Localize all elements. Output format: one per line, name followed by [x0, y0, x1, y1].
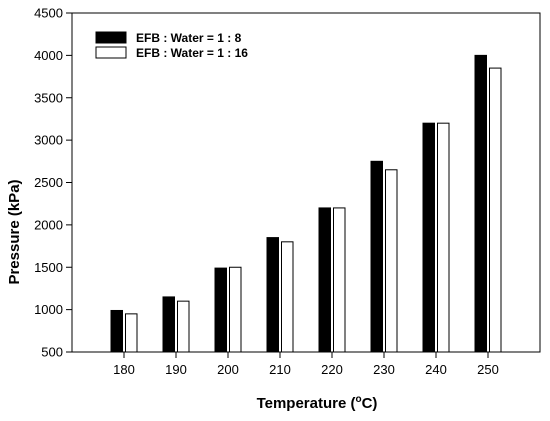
legend-swatch-ratio-1-8	[95, 31, 127, 44]
y-axis-title: Pressure (kPa)	[6, 179, 23, 284]
y-tick-label: 3500	[34, 90, 63, 105]
bar-series-1-240	[422, 122, 435, 353]
x-tick-label: 240	[425, 362, 447, 377]
x-tick-label: 180	[113, 362, 135, 377]
bar-series-2-200	[229, 266, 242, 353]
x-axis-title: Temperature (oC)	[257, 394, 378, 412]
bars-layer	[110, 54, 502, 353]
y-tick-label: 2500	[34, 175, 63, 190]
bar-series-2-210	[281, 241, 294, 353]
bar-series-1-210	[266, 237, 279, 353]
y-tick-label: 500	[41, 345, 63, 360]
x-tick-label: 230	[373, 362, 395, 377]
legend: EFB : Water = 1 : 8 EFB : Water = 1 : 16	[95, 31, 248, 60]
bar-series-2-240	[437, 122, 450, 353]
x-tick-label: 250	[477, 362, 499, 377]
legend-label-ratio-1-8: EFB : Water = 1 : 8	[136, 31, 242, 45]
bar-series-1-190	[162, 296, 175, 353]
y-tick-label: 3000	[34, 133, 63, 148]
y-tick-label: 2000	[34, 217, 63, 232]
y-tick-label: 1000	[34, 302, 63, 317]
x-axis-title-degree: o	[355, 394, 361, 405]
bar-series-2-250	[489, 67, 502, 353]
bar-series-1-180	[110, 309, 123, 353]
bar-series-2-220	[333, 207, 346, 353]
x-tick-label: 200	[217, 362, 239, 377]
bar-series-1-200	[214, 267, 227, 353]
x-axis-title-unit: C)	[362, 395, 378, 412]
bar-series-1-230	[370, 160, 383, 353]
x-axis-title-main: Temperature (	[257, 395, 356, 412]
bar-series-1-250	[474, 54, 487, 353]
x-tick-label: 210	[269, 362, 291, 377]
legend-swatch-ratio-1-16	[95, 46, 127, 59]
x-tick-label: 190	[165, 362, 187, 377]
plot-frame	[71, 12, 541, 353]
y-axis: 500 1000 1500 2000 2500 3000 3500 4000 4500	[34, 6, 72, 360]
legend-label-ratio-1-16: EFB : Water = 1 : 16	[136, 46, 248, 60]
y-tick-label: 1500	[34, 260, 63, 275]
y-tick-label: 4000	[34, 48, 63, 63]
x-axis: 180 190 200 210 220 230 240 250	[113, 352, 499, 377]
bar-series-2-230	[385, 169, 398, 353]
x-tick-label: 220	[321, 362, 343, 377]
bar-series-1-220	[318, 207, 331, 353]
bar-series-2-190	[177, 300, 190, 353]
y-tick-label: 4500	[34, 6, 63, 21]
bar-series-2-180	[125, 313, 138, 353]
